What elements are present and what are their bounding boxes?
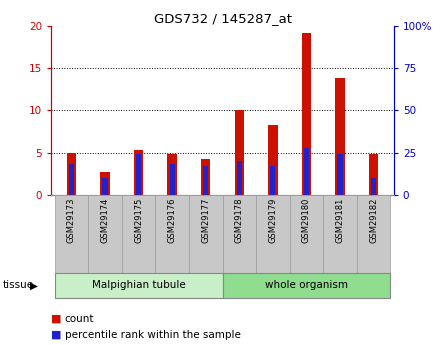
Bar (55, 195, 88, 273)
Bar (102, 178, 108, 195)
Bar (304, 148, 309, 195)
Text: GSM29179: GSM29179 (268, 197, 277, 243)
Text: ■: ■ (51, 314, 62, 324)
Text: GSM29174: GSM29174 (101, 197, 109, 243)
Text: GSM29181: GSM29181 (336, 197, 344, 243)
Bar (222, 273, 390, 298)
Text: GSM29182: GSM29182 (369, 197, 378, 243)
Text: count: count (65, 314, 94, 324)
Text: GSM29178: GSM29178 (235, 197, 244, 243)
Text: GSM29177: GSM29177 (201, 197, 210, 243)
Bar (268, 125, 278, 195)
Bar (357, 195, 390, 273)
Text: GSM29175: GSM29175 (134, 197, 143, 243)
Bar (69, 165, 74, 195)
Bar (270, 166, 275, 195)
Bar (323, 195, 357, 273)
Bar (369, 154, 378, 195)
Bar (222, 195, 256, 273)
Text: GDS732 / 145287_at: GDS732 / 145287_at (154, 12, 291, 25)
Bar (235, 110, 244, 195)
Text: ■: ■ (51, 330, 62, 339)
Bar (256, 195, 290, 273)
Bar (55, 273, 222, 298)
Text: Malpighian tubule: Malpighian tubule (92, 280, 186, 290)
Bar (290, 195, 323, 273)
Bar (336, 78, 345, 195)
Bar (100, 172, 109, 195)
Bar (237, 161, 242, 195)
Text: percentile rank within the sample: percentile rank within the sample (65, 330, 240, 339)
Bar (203, 166, 208, 195)
Text: whole organism: whole organism (265, 280, 348, 290)
Text: GSM29173: GSM29173 (67, 197, 76, 243)
Bar (371, 178, 376, 195)
Text: tissue: tissue (2, 280, 33, 290)
Bar (201, 159, 210, 195)
Bar (67, 152, 76, 195)
Bar (170, 165, 175, 195)
Bar (167, 154, 177, 195)
Text: GSM29180: GSM29180 (302, 197, 311, 243)
Bar (88, 195, 122, 273)
Bar (134, 150, 143, 195)
Bar (337, 154, 343, 195)
Bar (189, 195, 222, 273)
Text: ▶: ▶ (30, 280, 38, 290)
Bar (122, 195, 155, 273)
Bar (302, 33, 311, 195)
Bar (136, 154, 141, 195)
Bar (155, 195, 189, 273)
Text: GSM29176: GSM29176 (168, 197, 177, 243)
